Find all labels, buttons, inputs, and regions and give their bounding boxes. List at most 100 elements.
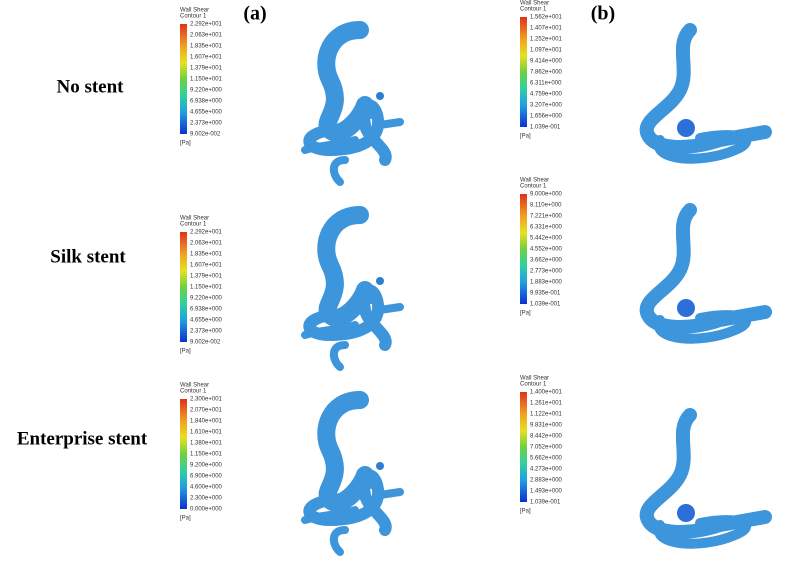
colorbar-tick-label: 4.655e+000	[190, 110, 223, 116]
colorbar-tick-label: 2.373e+000	[190, 329, 223, 335]
legend-unit: [Pa]	[180, 349, 191, 355]
colorbar-tick-label: 4.600e+000	[190, 485, 223, 491]
colorbar	[180, 232, 187, 342]
colorbar	[180, 399, 187, 509]
legend-title: Wall Shear	[520, 376, 549, 382]
colorbar-tick-label: 2.373e+000	[190, 121, 223, 127]
colorbar-tick-label: 1.252e+001	[530, 37, 563, 43]
vessel-render	[305, 30, 400, 182]
vessel-render	[647, 210, 765, 339]
colorbar-tick-label: 1.039e-001	[530, 125, 561, 131]
colorbar-tick-label: 7.052e+000	[530, 445, 563, 451]
colorbar-tick-label: 2.300e+000	[190, 496, 223, 502]
legend-subtitle: Contour 1	[520, 7, 547, 13]
row-label: Enterprise stent	[17, 428, 148, 449]
legend-unit: [Pa]	[520, 134, 531, 140]
colorbar-tick-label: 1.379e+001	[190, 274, 223, 280]
legend-subtitle: Contour 1	[520, 184, 547, 190]
panel-label: (a)	[243, 3, 266, 25]
colorbar-tick-label: 1.380e+001	[190, 441, 223, 447]
colorbar	[520, 17, 527, 127]
colorbar-tick-label: 6.311e+000	[530, 81, 562, 87]
colorbar-tick-label: 8.110e+000	[530, 203, 562, 209]
colorbar-tick-label: 9.935e-001	[530, 291, 561, 297]
panel-label: (b)	[591, 3, 615, 25]
colorbar-tick-label: 2.070e+001	[190, 408, 223, 414]
colorbar-tick-label: 2.883e+000	[530, 478, 563, 484]
legend-title: Wall Shear	[180, 8, 209, 14]
vessel-render	[647, 30, 765, 159]
colorbar-tick-label: 2.292e+001	[190, 22, 223, 28]
colorbar-tick-label: 4.552e+000	[530, 247, 563, 253]
legend-subtitle: Contour 1	[520, 382, 547, 388]
legend-title: Wall Shear	[180, 216, 209, 222]
colorbar-tick-label: 6.938e+000	[190, 307, 223, 313]
colorbar-tick-label: 9.220e+000	[190, 88, 223, 94]
colorbar-tick-label: 1.407e+001	[530, 26, 563, 32]
colorbar-tick-label: 3.207e+000	[530, 103, 563, 109]
legend-title: Wall Shear	[180, 383, 209, 389]
legend-unit: [Pa]	[520, 311, 531, 317]
colorbar-tick-label: 1.840e+001	[190, 419, 223, 425]
colorbar-tick-label: 9.220e+000	[190, 296, 223, 302]
colorbar-tick-label: 1.379e+001	[190, 66, 223, 72]
vessel-render	[305, 215, 400, 367]
colorbar-tick-label: 1.400e+001	[530, 390, 563, 396]
vessel-render	[305, 400, 400, 552]
colorbar-tick-label: 1.039e-001	[530, 302, 561, 308]
colorbar-tick-label: 1.610e+001	[190, 430, 223, 436]
vessel-render	[647, 415, 765, 544]
colorbar-tick-label: 1.562e+001	[530, 15, 563, 21]
colorbar-tick-label: 1.493e+000	[530, 489, 563, 495]
colorbar-tick-label: 1.835e+001	[190, 252, 223, 258]
colorbar-tick-label: 2.300e+001	[190, 397, 223, 403]
colorbar-tick-label: 1.150e+001	[190, 285, 223, 291]
colorbar-tick-label: 1.039e-001	[530, 500, 561, 506]
colorbar-tick-label: 4.655e+000	[190, 318, 223, 324]
colorbar-tick-label: 1.607e+001	[190, 55, 223, 61]
colorbar-tick-label: 2.292e+001	[190, 230, 223, 236]
colorbar-tick-label: 1.097e+001	[530, 48, 563, 54]
legend-subtitle: Contour 1	[180, 222, 207, 228]
legend-title: Wall Shear	[520, 1, 549, 7]
colorbar-tick-label: 2.773e+000	[530, 269, 563, 275]
row-label: No stent	[56, 76, 124, 97]
colorbar-tick-label: 2.063e+001	[190, 33, 223, 39]
legend-subtitle: Contour 1	[180, 389, 207, 395]
colorbar-tick-label: 7.862e+000	[530, 70, 563, 76]
colorbar-tick-label: 9.002e-002	[190, 340, 221, 346]
colorbar-tick-label: 6.331e+000	[530, 225, 563, 231]
colorbar-tick-label: 9.000e+000	[530, 192, 563, 198]
colorbar-tick-label: 1.835e+001	[190, 44, 223, 50]
row-label: Silk stent	[50, 246, 126, 267]
colorbar-tick-label: 1.607e+001	[190, 263, 223, 269]
colorbar-tick-label: 3.662e+000	[530, 258, 563, 264]
colorbar	[180, 24, 187, 134]
colorbar-tick-label: 1.883e+000	[530, 280, 563, 286]
colorbar-tick-label: 9.831e+000	[530, 423, 563, 429]
colorbar-tick-label: 5.662e+000	[530, 456, 563, 462]
colorbar-tick-label: 6.900e+000	[190, 474, 223, 480]
colorbar	[520, 194, 527, 304]
colorbar-tick-label: 4.759e+000	[530, 92, 563, 98]
colorbar-tick-label: 1.261e+001	[530, 401, 563, 407]
colorbar-tick-label: 9.002e-002	[190, 132, 221, 138]
colorbar-tick-label: 1.656e+000	[530, 114, 563, 120]
colorbar-tick-label: 2.063e+001	[190, 241, 223, 247]
colorbar	[520, 392, 527, 502]
colorbar-tick-label: 1.150e+001	[190, 452, 223, 458]
colorbar-tick-label: 7.221e+000	[530, 214, 563, 220]
colorbar-tick-label: 9.414e+000	[530, 59, 563, 65]
legend-unit: [Pa]	[180, 516, 191, 522]
colorbar-tick-label: 1.122e+001	[530, 412, 563, 418]
colorbar-tick-label: 4.273e+000	[530, 467, 563, 473]
colorbar-tick-label: 6.938e+000	[190, 99, 223, 105]
colorbar-tick-label: 0.000e+000	[190, 507, 223, 513]
colorbar-tick-label: 1.150e+001	[190, 77, 223, 83]
legend-unit: [Pa]	[180, 141, 191, 147]
legend-title: Wall Shear	[520, 178, 549, 184]
colorbar-tick-label: 9.200e+000	[190, 463, 223, 469]
colorbar-tick-label: 8.442e+000	[530, 434, 563, 440]
